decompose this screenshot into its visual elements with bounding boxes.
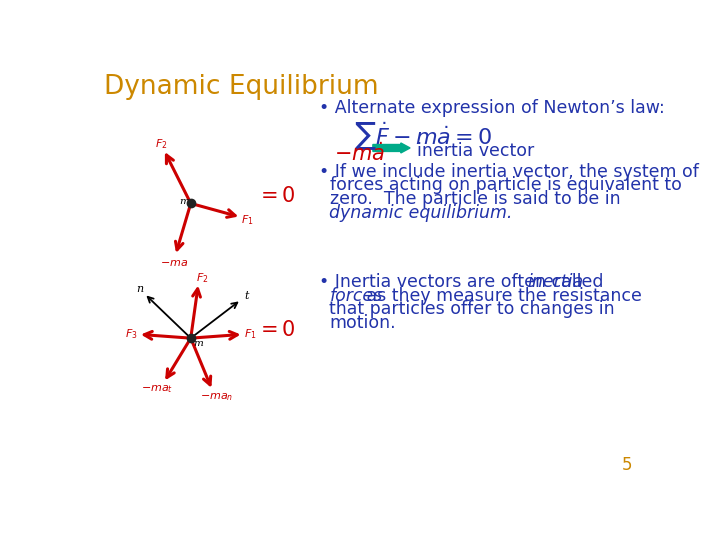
- Text: m: m: [193, 339, 202, 348]
- Text: that particles offer to changes in: that particles offer to changes in: [330, 300, 615, 319]
- Text: Dynamic Equilibrium: Dynamic Equilibrium: [104, 74, 379, 100]
- Text: $-ma$: $-ma$: [160, 258, 188, 268]
- Text: dynamic equilibrium.: dynamic equilibrium.: [330, 204, 513, 222]
- Text: forces: forces: [330, 287, 382, 305]
- Text: m: m: [179, 197, 189, 206]
- Text: $F_3$: $F_3$: [125, 327, 138, 341]
- Text: forces acting on particle is equivalent to: forces acting on particle is equivalent …: [319, 177, 682, 194]
- Text: inertia vector: inertia vector: [417, 142, 534, 160]
- Text: $-ma_t$: $-ma_t$: [141, 383, 174, 395]
- Text: motion.: motion.: [330, 314, 396, 332]
- Text: $F_2$: $F_2$: [155, 137, 168, 151]
- Text: • If we include inertia vector, the system of: • If we include inertia vector, the syst…: [319, 163, 698, 180]
- Text: $= 0$: $= 0$: [256, 186, 296, 206]
- Text: inertia: inertia: [528, 273, 584, 291]
- Text: n: n: [136, 284, 143, 294]
- Text: as they measure the resistance: as they measure the resistance: [361, 287, 642, 305]
- Text: t: t: [244, 291, 249, 301]
- FancyArrow shape: [373, 143, 410, 153]
- Text: $F_1$: $F_1$: [241, 213, 253, 227]
- Text: $-ma_n$: $-ma_n$: [199, 392, 233, 403]
- Text: • Alternate expression of Newton’s law:: • Alternate expression of Newton’s law:: [319, 99, 665, 117]
- Text: 5: 5: [622, 456, 632, 475]
- Text: • Inertia vectors are often called: • Inertia vectors are often called: [319, 273, 608, 291]
- Text: $-m\dot{a}$: $-m\dot{a}$: [334, 142, 385, 165]
- Text: $F_2$: $F_2$: [196, 271, 209, 285]
- Text: $\sum \dot{F} - m\dot{a} = 0$: $\sum \dot{F} - m\dot{a} = 0$: [354, 120, 492, 153]
- Text: zero.  The particle is said to be in: zero. The particle is said to be in: [319, 190, 620, 208]
- Text: $= 0$: $= 0$: [256, 320, 296, 340]
- Text: $F_1$: $F_1$: [244, 327, 257, 341]
